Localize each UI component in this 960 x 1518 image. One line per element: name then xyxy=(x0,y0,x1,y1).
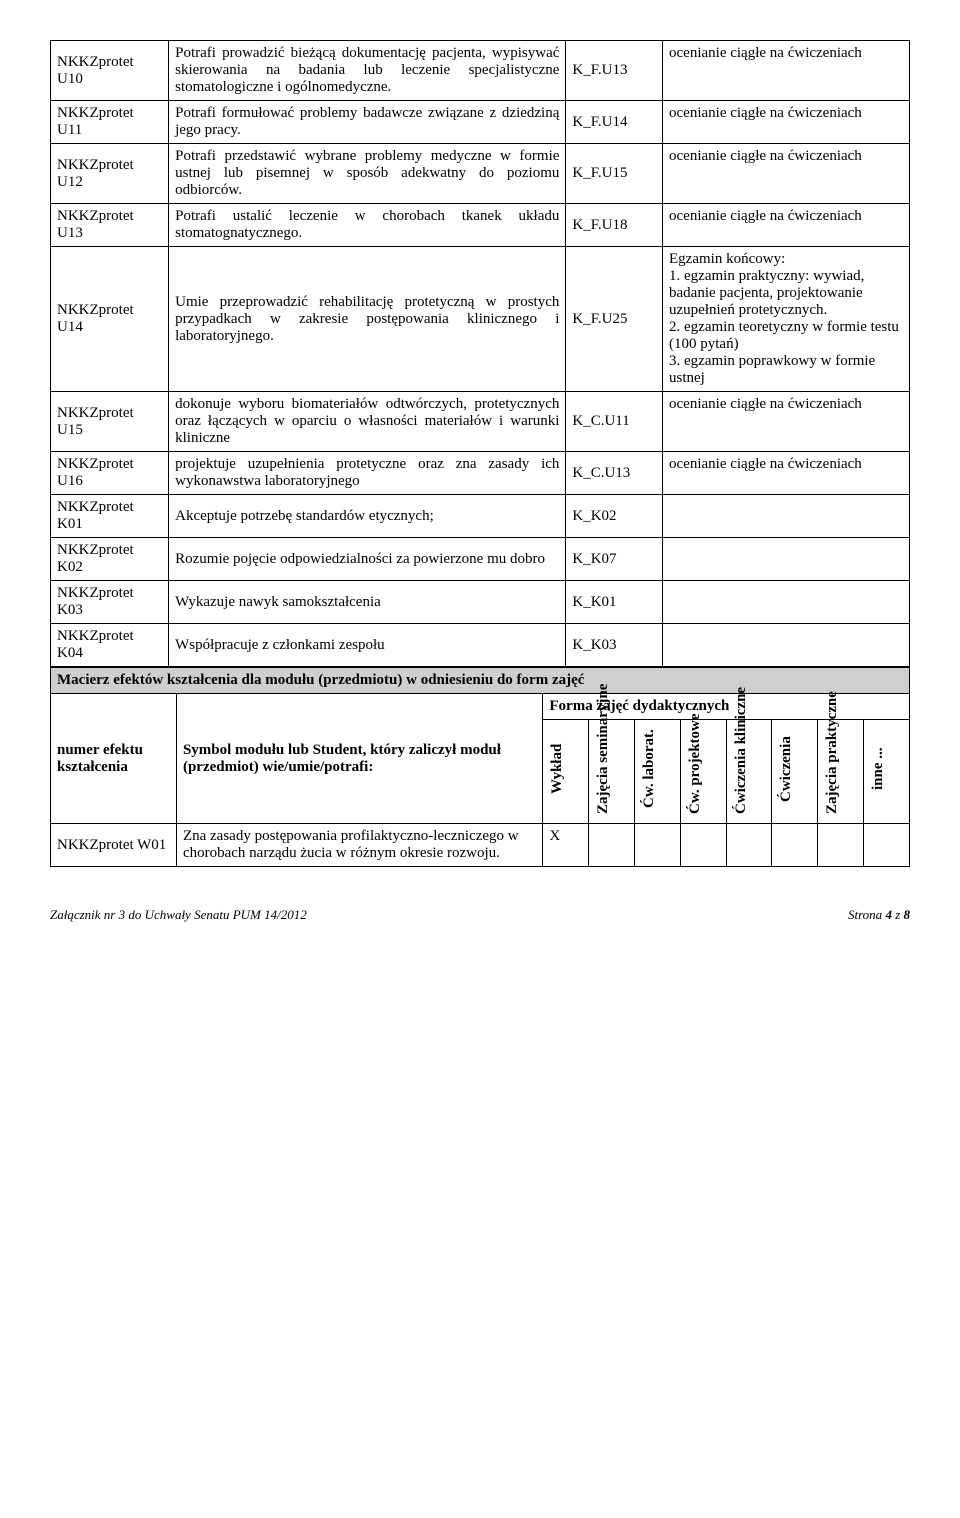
outcome-desc: Umie przeprowadzić rehabilitację protety… xyxy=(169,247,566,392)
matrix-cell-empty xyxy=(726,824,772,867)
matrix-cell-empty xyxy=(634,824,680,867)
outcome-assessment xyxy=(663,538,910,581)
outcome-assessment: ocenianie ciągłe na ćwiczeniach xyxy=(663,392,910,452)
outcome-desc: Rozumie pojęcie odpowiedzialności za pow… xyxy=(169,538,566,581)
matrix-col-c4: Ćw. projektowe xyxy=(680,720,726,824)
outcome-desc: Potrafi formułować problemy badawcze zwi… xyxy=(169,101,566,144)
outcome-code: NKKZprotet U15 xyxy=(51,392,169,452)
outcome-desc: Współpracuje z członkami zespołu xyxy=(169,624,566,667)
footer-left: Załącznik nr 3 do Uchwały Senatu PUM 14/… xyxy=(50,907,307,923)
outcome-assessment: ocenianie ciągłe na ćwiczeniach xyxy=(663,204,910,247)
outcome-assessment: ocenianie ciągłe na ćwiczeniach xyxy=(663,452,910,495)
matrix-col-c6: Ćwiczenia xyxy=(772,720,818,824)
outcome-ref: K_K02 xyxy=(566,495,663,538)
outcome-code: NKKZprotet K02 xyxy=(51,538,169,581)
matrix-row-code: NKKZprotet W01 xyxy=(51,824,177,867)
matrix-col-symbol: Symbol modułu lub Student, który zaliczy… xyxy=(176,694,542,824)
matrix-cell-empty xyxy=(589,824,635,867)
outcome-ref: K_F.U18 xyxy=(566,204,663,247)
matrix-cell-empty xyxy=(863,824,909,867)
matrix-title: Macierz efektów kształcenia dla modułu (… xyxy=(51,668,910,694)
outcome-code: NKKZprotet K01 xyxy=(51,495,169,538)
outcome-desc: Potrafi przedstawić wybrane problemy med… xyxy=(169,144,566,204)
outcome-code: NKKZprotet U10 xyxy=(51,41,169,101)
matrix-col-numer: numer efektu kształcenia xyxy=(51,694,177,824)
matrix-row-desc: Zna zasady postępowania profilaktyczno-l… xyxy=(176,824,542,867)
outcome-assessment xyxy=(663,581,910,624)
outcome-code: NKKZprotet K03 xyxy=(51,581,169,624)
outcome-ref: K_C.U11 xyxy=(566,392,663,452)
outcome-ref: K_K07 xyxy=(566,538,663,581)
outcome-desc: Potrafi prowadzić bieżącą dokumentację p… xyxy=(169,41,566,101)
outcome-desc: Wykazuje nawyk samokształcenia xyxy=(169,581,566,624)
matrix-cell-empty xyxy=(680,824,726,867)
matrix-col-c8: inne ... xyxy=(863,720,909,824)
outcome-code: NKKZprotet U12 xyxy=(51,144,169,204)
outcome-assessment: ocenianie ciągłe na ćwiczeniach xyxy=(663,101,910,144)
outcome-assessment: ocenianie ciągłe na ćwiczeniach xyxy=(663,41,910,101)
outcome-code: NKKZprotet U11 xyxy=(51,101,169,144)
matrix-col-c2: Zajęcia seminaryjne xyxy=(589,720,635,824)
matrix-table: Macierz efektów kształcenia dla modułu (… xyxy=(50,667,910,867)
outcome-assessment: Egzamin końcowy: 1. egzamin praktyczny: … xyxy=(663,247,910,392)
matrix-cell-empty xyxy=(772,824,818,867)
outcome-desc: Potrafi ustalić leczenie w chorobach tka… xyxy=(169,204,566,247)
outcome-desc: projektuje uzupełnienia protetyczne oraz… xyxy=(169,452,566,495)
matrix-cell-empty xyxy=(818,824,864,867)
outcome-ref: K_C.U13 xyxy=(566,452,663,495)
matrix-col-c7: Zajęcia praktyczne xyxy=(818,720,864,824)
outcome-ref: K_F.U14 xyxy=(566,101,663,144)
outcome-assessment xyxy=(663,495,910,538)
outcome-code: NKKZprotet K04 xyxy=(51,624,169,667)
outcome-ref: K_F.U25 xyxy=(566,247,663,392)
outcome-code: NKKZprotet U13 xyxy=(51,204,169,247)
outcome-ref: K_K03 xyxy=(566,624,663,667)
outcome-ref: K_F.U13 xyxy=(566,41,663,101)
outcome-desc: dokonuje wyboru biomateriałów odtwórczyc… xyxy=(169,392,566,452)
outcomes-table: NKKZprotet U10Potrafi prowadzić bieżącą … xyxy=(50,40,910,667)
outcome-ref: K_K01 xyxy=(566,581,663,624)
outcome-code: NKKZprotet U14 xyxy=(51,247,169,392)
outcome-assessment xyxy=(663,624,910,667)
outcome-desc: Akceptuje potrzebę standardów etycznych; xyxy=(169,495,566,538)
footer-right: Strona 4 z 8 xyxy=(848,907,910,923)
outcome-code: NKKZprotet U16 xyxy=(51,452,169,495)
matrix-row-mark: X xyxy=(543,824,589,867)
outcome-assessment: ocenianie ciągłe na ćwiczeniach xyxy=(663,144,910,204)
matrix-col-c1: Wykład xyxy=(543,720,589,824)
page-footer: Załącznik nr 3 do Uchwały Senatu PUM 14/… xyxy=(50,907,910,923)
matrix-col-c3: Ćw. laborat. xyxy=(634,720,680,824)
outcome-ref: K_F.U15 xyxy=(566,144,663,204)
matrix-col-c5: Ćwiczenia kliniczne xyxy=(726,720,772,824)
